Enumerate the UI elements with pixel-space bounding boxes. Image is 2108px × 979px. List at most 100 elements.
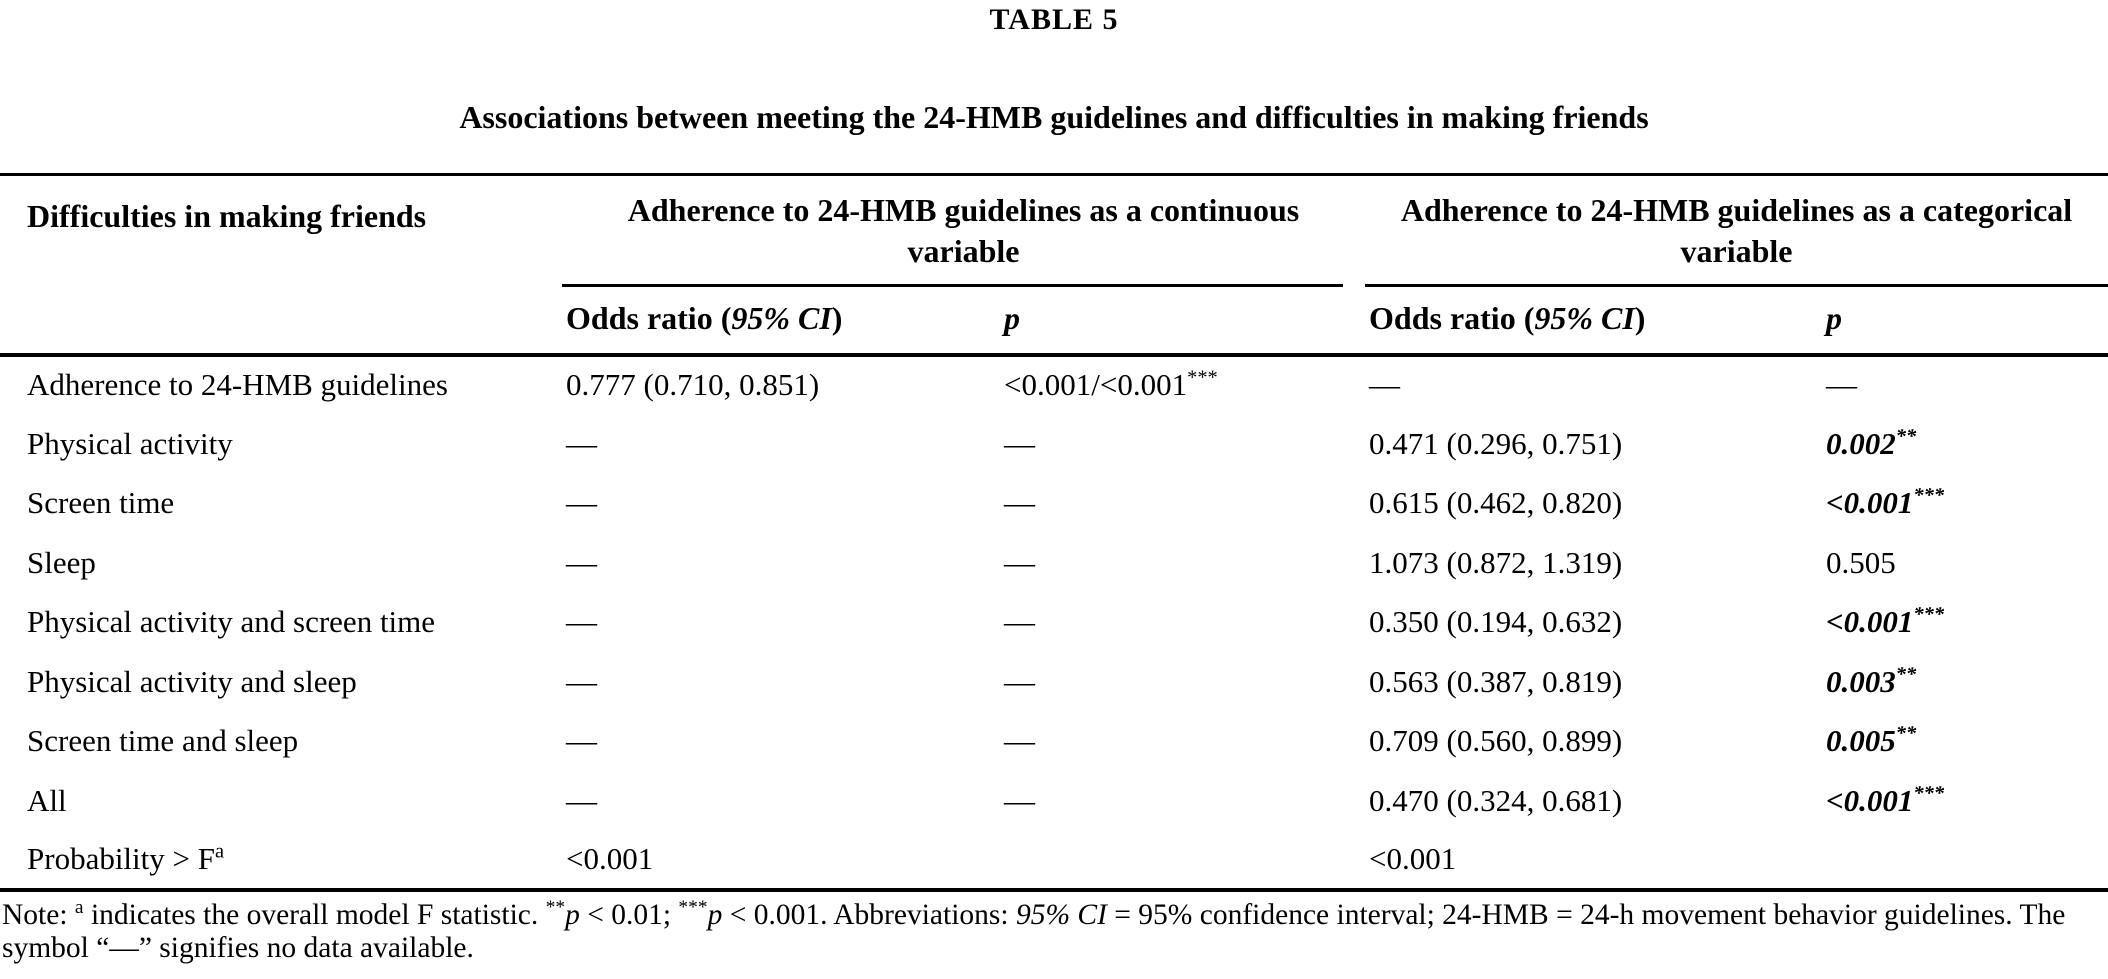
row-label: Screen time: [0, 474, 562, 534]
continuous-p-value: —: [1000, 533, 1365, 593]
sub-header-row: Odds ratio (95% CI) p Odds ratio (95% CI…: [0, 287, 2108, 355]
table-row: Screen time and sleep — — 0.709 (0.560, 0.8…: [0, 712, 2108, 772]
table-row: Physical activity and sleep — — 0.563 (0.38…: [0, 652, 2108, 712]
table-row: Physical activity and screen time — — 0.350…: [0, 593, 2108, 653]
footnote-segment: indicates the overall model F statistic.: [83, 899, 546, 931]
cell-text: —: [1004, 723, 1035, 759]
categorical-p-value: 0.505: [1822, 533, 2108, 593]
categorical-odds-ratio-value: 0.615 (0.462, 0.820): [1365, 474, 1822, 534]
footnote-segment: = 95% confidence interval; 24-HMB = 24-h…: [2, 899, 2066, 964]
cell-text: —: [566, 663, 597, 699]
cell-text: Physical activity: [27, 425, 233, 461]
cell-text: Physical activity and screen time: [27, 604, 436, 640]
table-number: TABLE 5: [989, 3, 1119, 36]
categorical-p-value: 0.003**: [1822, 652, 2108, 712]
cell-superscript: ***: [1913, 782, 1945, 805]
categorical-odds-ratio-value: 1.073 (0.872, 1.319): [1365, 533, 1822, 593]
table-row: Sleep — — 1.073 (0.872, 1.319) 0.505: [0, 533, 2108, 593]
categorical-odds-ratio-value: <0.001: [1365, 831, 1822, 891]
continuous-odds-ratio-value: —: [562, 593, 1000, 653]
continuous-p-value: —: [1000, 414, 1365, 474]
continuous-p-value: —: [1000, 652, 1365, 712]
cell-text: Screen time and sleep: [27, 723, 299, 759]
row-label: Physical activity and sleep: [0, 652, 562, 712]
row-label: Sleep: [0, 533, 562, 593]
cell-text: 0.470 (0.324, 0.681): [1369, 782, 1623, 818]
continuous-odds-ratio-value: —: [562, 652, 1000, 712]
results-table: Difficulties in making friends Adherence…: [0, 173, 2108, 892]
table-row: All — — 0.470 (0.324, 0.681) <0.001***: [0, 771, 2108, 831]
footnote-segment: ***: [678, 897, 708, 919]
cell-text: Sleep: [27, 544, 96, 580]
cell-text: 0.471 (0.296, 0.751): [1369, 425, 1623, 461]
cell-text: —: [566, 723, 597, 759]
odds-ratio-label-close: ): [831, 300, 843, 336]
column-group-continuous: Adherence to 24-HMB guidelines as a cont…: [562, 175, 1365, 287]
table-title: Associations between meeting the 24-HMB …: [459, 99, 1649, 135]
column-header-difficulties: Difficulties in making friends: [27, 198, 427, 234]
row-label: Physical activity: [0, 414, 562, 474]
table-row: Screen time — — 0.615 (0.462, 0.820) <0.001*…: [0, 474, 2108, 534]
categorical-p-value: [1822, 831, 2108, 891]
cell-text: <0.001/<0.001: [1004, 367, 1188, 403]
footnote-segment: p: [565, 899, 580, 931]
row-label: Probability > Fa: [0, 831, 562, 891]
continuous-p-value: —: [1000, 593, 1365, 653]
cell-superscript: a: [215, 840, 225, 863]
cell-text: —: [1004, 425, 1035, 461]
categorical-p-value: <0.001***: [1822, 593, 2108, 653]
cell-text: —: [1369, 367, 1400, 403]
cell-text: 0.505: [1826, 544, 1896, 580]
cell-text: 0.709 (0.560, 0.899): [1369, 723, 1623, 759]
categorical-p-value: 0.002**: [1822, 414, 2108, 474]
categorical-odds-ratio-value: 0.471 (0.296, 0.751): [1365, 414, 1822, 474]
continuous-odds-ratio-value: —: [562, 712, 1000, 772]
cell-text: 0.615 (0.462, 0.820): [1369, 485, 1623, 521]
cell-superscript: ***: [1913, 603, 1945, 626]
cell-text: <0.001: [566, 841, 654, 877]
categorical-odds-ratio-value: 0.709 (0.560, 0.899): [1365, 712, 1822, 772]
footnote-segment: < 0.001. Abbreviations:: [722, 899, 1016, 931]
cell-text: <0.001: [1826, 604, 1914, 640]
categorical-odds-ratio-value: 0.470 (0.324, 0.681): [1365, 771, 1822, 831]
table-header: Difficulties in making friends Adherence…: [0, 175, 2108, 355]
cell-text: —: [566, 604, 597, 640]
odds-ratio-label: Odds ratio (: [566, 300, 732, 336]
categorical-p-value: <0.001***: [1822, 771, 2108, 831]
column-header-odds-ratio-continuous: Odds ratio (95% CI): [562, 287, 1000, 355]
group-header-row: Difficulties in making friends Adherence…: [0, 175, 2108, 287]
ci-label: 95% CI: [731, 300, 832, 336]
cell-superscript: **: [1895, 722, 1917, 745]
column-header-odds-ratio-categorical: Odds ratio (95% CI): [1365, 287, 1822, 355]
cell-text: All: [27, 782, 67, 818]
cell-text: Probability > F: [27, 841, 215, 877]
categorical-odds-ratio-value: 0.350 (0.194, 0.632): [1365, 593, 1822, 653]
continuous-odds-ratio-value: <0.001: [562, 831, 1000, 891]
table-row: Physical activity — — 0.471 (0.296, 0.751) 0…: [0, 414, 2108, 474]
continuous-odds-ratio-value: 0.777 (0.710, 0.851): [562, 355, 1000, 415]
cell-text: 0.777 (0.710, 0.851): [566, 367, 820, 403]
continuous-p-value: —: [1000, 712, 1365, 772]
continuous-p-value: <0.001/<0.001***: [1000, 355, 1365, 415]
cell-text: 0.005: [1826, 723, 1896, 759]
continuous-p-value: —: [1000, 474, 1365, 534]
footnote-segment: 95% CI: [1015, 899, 1107, 931]
cell-text: —: [1004, 485, 1035, 521]
cell-text: —: [1826, 367, 1857, 403]
table-body: Adherence to 24-HMB guidelines 0.777 (0.7…: [0, 355, 2108, 891]
cell-text: —: [1004, 544, 1035, 580]
odds-ratio-label: Odds ratio (: [1369, 300, 1535, 336]
table-footnote: Note: a indicates the overall model F st…: [0, 897, 2108, 965]
cell-superscript: **: [1895, 663, 1917, 686]
cell-text: Screen time: [27, 485, 175, 521]
cell-text: —: [566, 425, 597, 461]
ci-label: 95% CI: [1534, 300, 1635, 336]
footnote-segment: a: [74, 897, 84, 919]
categorical-p-value: —: [1822, 355, 2108, 415]
cell-superscript: ***: [1913, 484, 1945, 507]
categorical-odds-ratio-value: 0.563 (0.387, 0.819): [1365, 652, 1822, 712]
cell-text: —: [1004, 604, 1035, 640]
continuous-odds-ratio-value: —: [562, 771, 1000, 831]
cell-text: —: [566, 485, 597, 521]
